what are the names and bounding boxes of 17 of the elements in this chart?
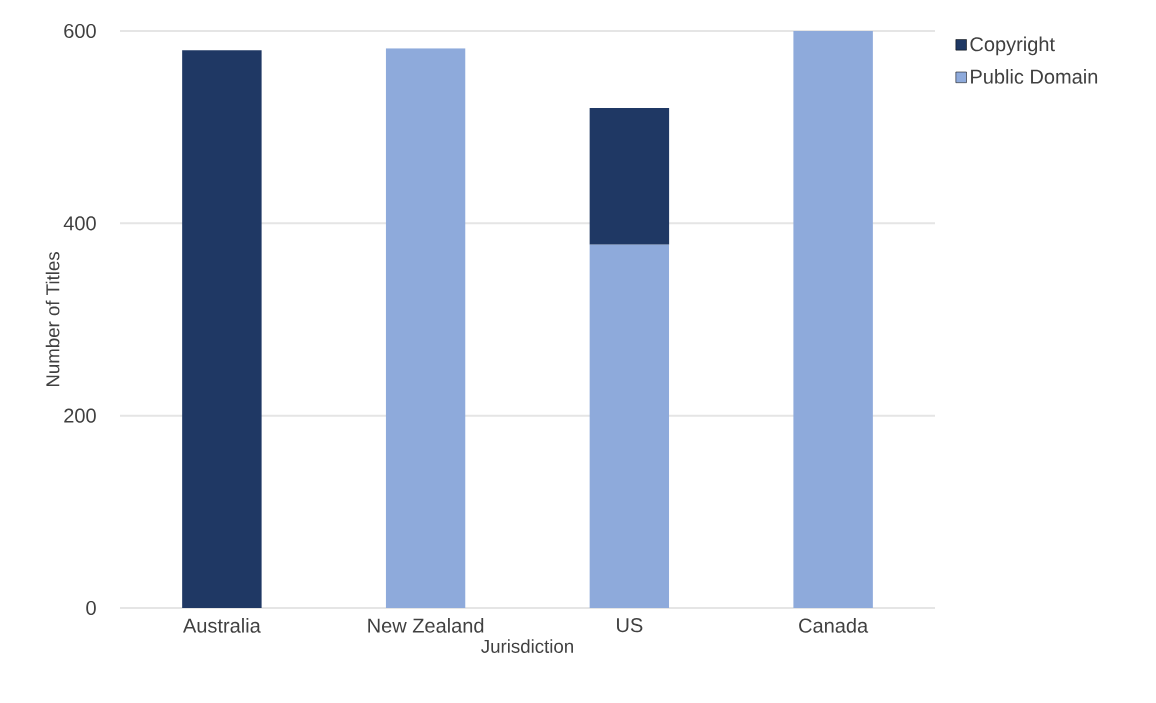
bar [793, 31, 873, 608]
y-tick-label: 0 [86, 600, 96, 616]
x-axis-title: Jurisdiction [481, 639, 573, 653]
y-axis-title: Number of Titles [45, 252, 60, 387]
legend-label: Copyright [970, 36, 1055, 56]
bar [182, 50, 262, 608]
x-tick-label: New Zealand [368, 618, 484, 633]
bar [589, 244, 670, 608]
y-tick-label: 200 [64, 408, 96, 423]
x-tick-label: Canada [799, 618, 869, 633]
bar [385, 48, 466, 608]
y-tick-label: 600 [64, 23, 96, 39]
y-tick-label: 400 [63, 216, 96, 231]
x-tick-label: US [617, 618, 643, 633]
bar [589, 107, 670, 245]
x-tick-label: Australia [183, 618, 261, 633]
legend-label: Public Domain [971, 69, 1098, 84]
